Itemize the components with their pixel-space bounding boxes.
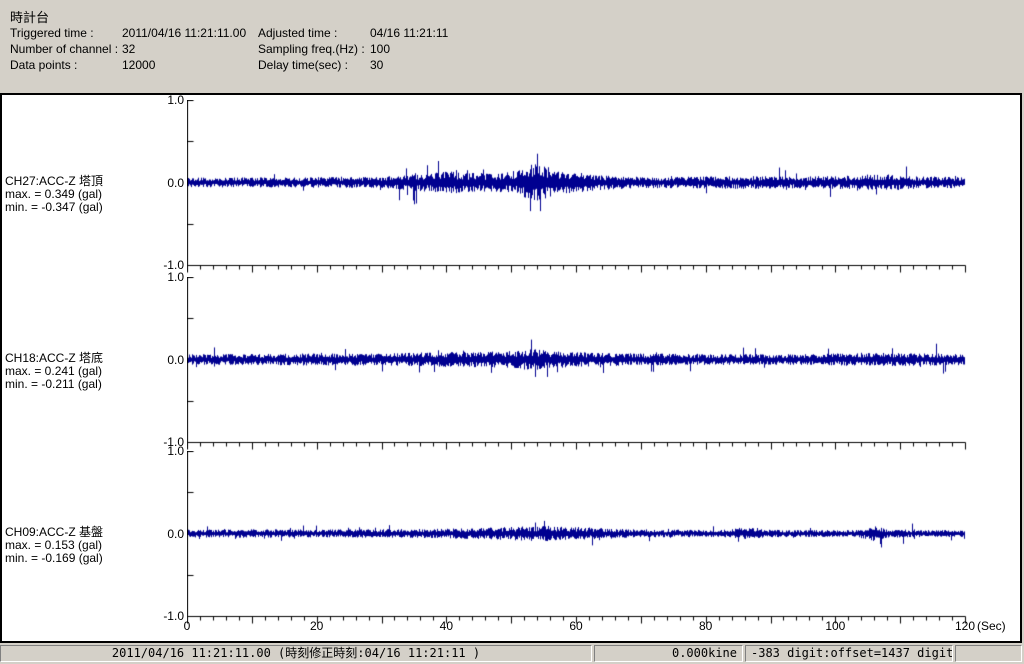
field-value-delay-time: 30 — [370, 58, 384, 72]
field-label-data-points: Data points : — [10, 58, 78, 72]
y-tick-label: 0.0 — [167, 352, 184, 367]
channel-min-value: min. = -0.347 (gal) — [5, 200, 103, 214]
field-label-delay-time: Delay time(sec) : — [258, 58, 349, 72]
y-tick-label: 1.0 — [167, 270, 184, 284]
field-label-adjusted-time: Adjusted time : — [258, 26, 338, 40]
channel-name: CH18:ACC-Z 塔底 — [5, 351, 104, 365]
x-axis-unit-label: (Sec) — [977, 619, 1006, 633]
y-tick-label: -1.0 — [163, 609, 184, 623]
x-tick-label: 0 — [183, 619, 191, 633]
status-bar: 2011/04/16 11:21:11.00 (時刻修正時刻:04/16 11:… — [0, 643, 1024, 664]
field-value-adjusted-time: 04/16 11:21:11 — [370, 26, 449, 40]
field-value-sampling-freq: 100 — [370, 42, 391, 56]
channel-max-value: max. = 0.241 (gal) — [5, 364, 103, 378]
x-tick-label: 100 — [825, 619, 846, 633]
channel-min-value: min. = -0.211 (gal) — [5, 377, 102, 391]
field-value-number-of-channel: 32 — [122, 42, 136, 56]
waveform-canvas-ch27 — [187, 100, 967, 275]
y-tick-label: 0.0 — [167, 175, 184, 190]
field-label-number-of-channel: Number of channel : — [10, 42, 119, 56]
channel-max-value: max. = 0.349 (gal) — [5, 187, 103, 201]
x-tick-label: 20 — [309, 619, 324, 633]
x-tick-label: 120 — [954, 619, 976, 633]
status-panel-time: 2011/04/16 11:21:11.00 (時刻修正時刻:04/16 11:… — [0, 645, 592, 662]
x-tick-label: 80 — [698, 619, 713, 633]
channel-min-value: min. = -0.169 (gal) — [5, 551, 103, 565]
channel-label-ch18: CH18:ACC-Z 塔底 max. = 0.241 (gal) min. = … — [5, 352, 175, 391]
window-title: 時計台 — [10, 10, 50, 25]
waveform-canvas-ch09 — [187, 451, 967, 626]
status-panel-digit-offset: -383 digit:offset=1437 digit — [745, 645, 953, 662]
field-label-sampling-freq: Sampling freq.(Hz) : — [258, 42, 365, 56]
status-panel-kine: 0.000kine — [594, 645, 743, 662]
channel-label-ch09: CH09:ACC-Z 基盤 max. = 0.153 (gal) min. = … — [5, 526, 175, 565]
y-tick-label: -1.0 — [163, 258, 184, 272]
channel-label-ch27: CH27:ACC-Z 塔頂 max. = 0.349 (gal) min. = … — [5, 175, 175, 214]
field-label-triggered-time: Triggered time : — [10, 26, 94, 40]
channel-name: CH27:ACC-Z 塔頂 — [5, 174, 104, 188]
y-tick-label: 0.0 — [167, 526, 184, 541]
waveform-canvas-ch18 — [187, 277, 967, 452]
status-panel-empty — [955, 645, 1022, 662]
y-tick-label: 1.0 — [167, 444, 184, 458]
y-tick-label: 1.0 — [167, 93, 184, 107]
field-value-triggered-time: 2011/04/16 11:21:11.00 — [122, 26, 247, 40]
channel-name: CH09:ACC-Z 基盤 — [5, 525, 104, 539]
x-tick-label: 40 — [439, 619, 453, 633]
x-tick-label: 60 — [569, 619, 583, 633]
field-value-data-points: 12000 — [122, 58, 156, 72]
channel-max-value: max. = 0.153 (gal) — [5, 538, 103, 552]
y-tick-label: -1.0 — [163, 435, 184, 449]
